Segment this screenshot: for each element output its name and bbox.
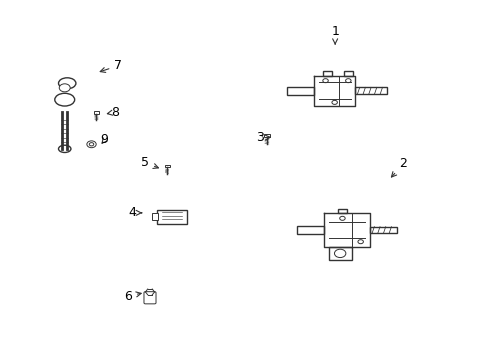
FancyBboxPatch shape: [344, 72, 353, 76]
FancyBboxPatch shape: [338, 209, 347, 213]
Bar: [94, 111, 99, 114]
Circle shape: [87, 141, 96, 148]
FancyBboxPatch shape: [355, 87, 387, 94]
Circle shape: [323, 79, 328, 83]
Text: 1: 1: [331, 25, 339, 44]
Text: 3: 3: [256, 131, 270, 144]
Bar: [264, 134, 270, 137]
Circle shape: [332, 100, 338, 104]
Ellipse shape: [58, 78, 76, 89]
FancyBboxPatch shape: [152, 213, 158, 220]
Text: 4: 4: [128, 206, 142, 219]
Text: 7: 7: [100, 59, 122, 72]
Circle shape: [59, 84, 70, 92]
Circle shape: [345, 79, 351, 83]
Bar: [165, 165, 170, 167]
Circle shape: [358, 240, 364, 244]
Ellipse shape: [55, 93, 74, 106]
Text: 5: 5: [141, 156, 158, 169]
Text: 8: 8: [107, 105, 120, 119]
Text: 2: 2: [392, 157, 407, 177]
FancyBboxPatch shape: [144, 292, 156, 304]
Circle shape: [340, 216, 345, 220]
FancyBboxPatch shape: [329, 247, 351, 260]
FancyBboxPatch shape: [370, 227, 397, 233]
Circle shape: [335, 249, 346, 257]
FancyBboxPatch shape: [287, 86, 314, 95]
Text: 9: 9: [101, 134, 109, 147]
FancyBboxPatch shape: [297, 226, 324, 234]
Ellipse shape: [58, 145, 71, 153]
Circle shape: [89, 143, 94, 146]
FancyBboxPatch shape: [157, 211, 187, 224]
FancyBboxPatch shape: [323, 72, 332, 76]
Text: 6: 6: [124, 289, 141, 303]
